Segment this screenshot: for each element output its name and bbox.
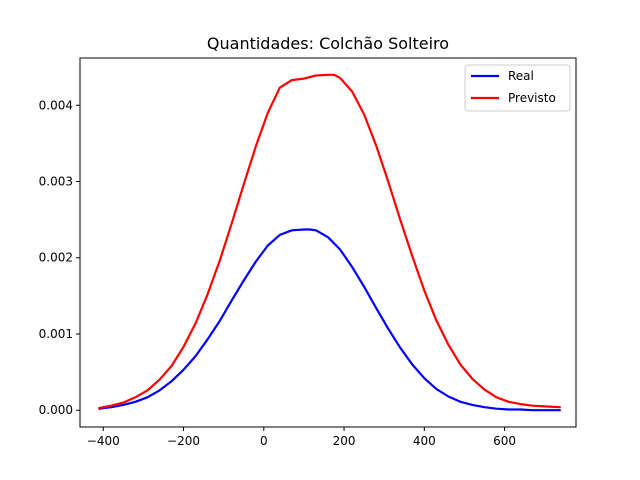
y-axis: 0.000 0.001 0.002 0.003 0.004 <box>39 98 80 417</box>
plot-frame <box>79 57 577 428</box>
y-tick-label: 0.001 <box>39 327 73 341</box>
series-line-real <box>98 228 562 412</box>
x-tick-label: 400 <box>413 434 436 448</box>
x-tick-label: −200 <box>167 434 200 448</box>
y-tick-label: 0.002 <box>39 251 73 265</box>
plot-lines <box>98 73 562 412</box>
y-tick-label: 0.004 <box>39 98 73 112</box>
x-tick-label: 200 <box>333 434 356 448</box>
x-tick-label: −400 <box>87 434 120 448</box>
chart-title: Quantidades: Colchão Solteiro <box>207 34 449 53</box>
y-tick-label: 0.000 <box>39 403 73 417</box>
x-axis: −400 −200 0 200 400 600 <box>87 427 516 448</box>
series-line-previsto <box>98 73 562 409</box>
legend: Real Previsto <box>464 64 571 112</box>
legend-label: Previsto <box>508 91 556 105</box>
x-tick-label: 0 <box>260 434 268 448</box>
legend-label: Real <box>508 69 534 83</box>
x-tick-label: 600 <box>493 434 516 448</box>
y-tick-label: 0.003 <box>39 175 73 189</box>
